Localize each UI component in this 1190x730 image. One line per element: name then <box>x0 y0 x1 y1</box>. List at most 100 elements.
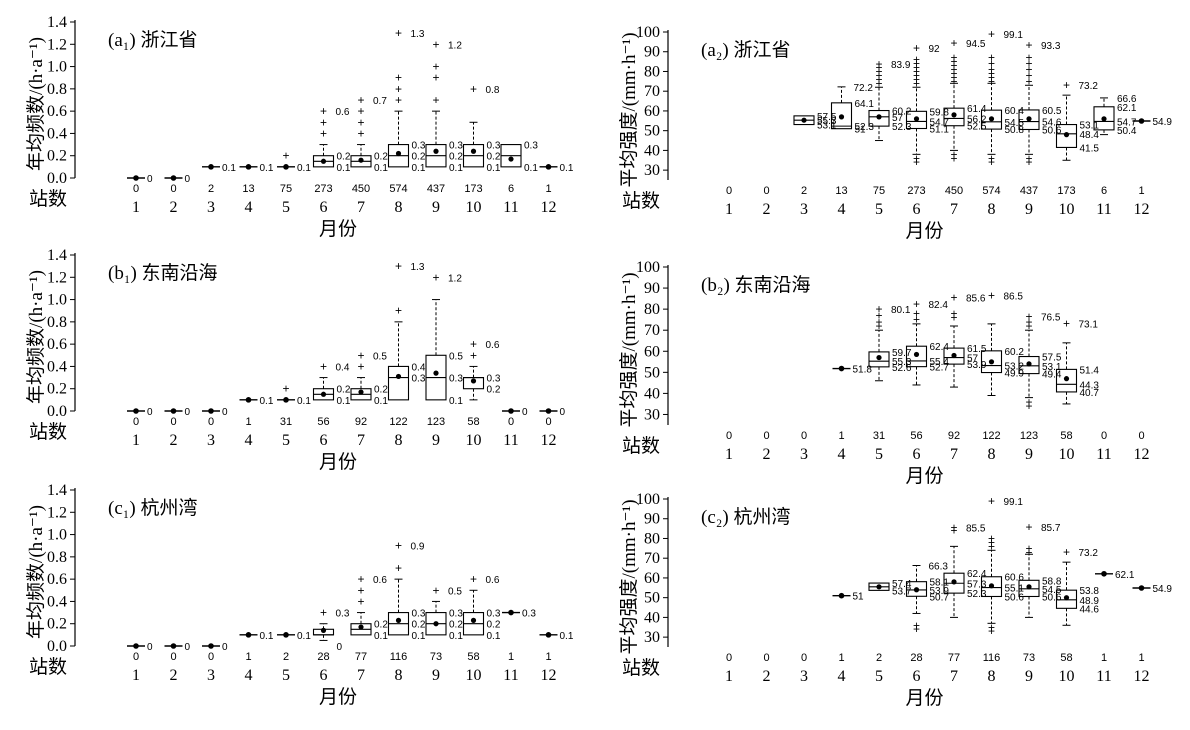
value-label: 50.6 <box>1005 592 1025 603</box>
max-value-label: 0.5 <box>373 351 387 362</box>
value-label: 53.2 <box>1005 362 1025 373</box>
value-label: 0.1 <box>337 163 351 174</box>
outlier-marker: + <box>913 68 920 82</box>
max-value-label: 0.9 <box>411 542 425 553</box>
x-tick-label: 7 <box>950 446 958 463</box>
station-count: 1 <box>838 652 844 664</box>
x-tick-label: 7 <box>357 199 365 216</box>
x-tick-label: 9 <box>432 199 440 216</box>
box-month-11: 66.662.1 54.750.4 <box>1093 94 1137 137</box>
mean-dot <box>951 112 957 118</box>
outlier-marker: + <box>988 51 995 65</box>
value-label: 0.2 <box>337 152 351 163</box>
station-count: 73 <box>1023 652 1035 664</box>
y-axis-title: 平均强度/(mm·h⁻¹) <box>618 272 640 427</box>
station-count: 75 <box>280 183 292 195</box>
x-tick-label: 4 <box>245 667 253 684</box>
value-label: 54.5 <box>1005 118 1025 129</box>
outlier-marker: + <box>988 70 995 84</box>
y-tick-label: 1.0 <box>47 292 67 309</box>
y-tick-label: 60 <box>644 570 660 587</box>
y-tick-label: 40 <box>644 142 660 159</box>
outlier-marker: + <box>395 561 402 575</box>
station-count: 1 <box>245 651 251 663</box>
box-month-5: +0.1 <box>277 149 311 174</box>
max-value-label: 0.6 <box>336 107 350 118</box>
station-count-label: 站数 <box>622 435 660 457</box>
outlier-marker: + <box>988 155 995 169</box>
value-label: 51.8 <box>853 365 873 376</box>
outlier-marker: + <box>988 66 995 80</box>
x-tick-label: 4 <box>838 201 846 218</box>
y-tick-label: 0.0 <box>47 170 67 187</box>
box-month-5: +0.1 <box>277 382 311 407</box>
mean-dot <box>470 148 477 154</box>
box-month-6: +0 0.3 <box>312 606 350 653</box>
max-value-label: 73.2 <box>1079 81 1099 92</box>
station-count-label: 站数 <box>29 188 67 210</box>
station-count: 56 <box>910 430 922 442</box>
station-count: 28 <box>317 651 329 663</box>
box-month-9: ++++++++60.554.650.693.3 <box>1018 38 1062 169</box>
mean-dot <box>988 116 995 122</box>
mean-dot <box>913 351 920 358</box>
station-count: 437 <box>1020 185 1038 197</box>
value-label: 0.2 <box>487 385 501 396</box>
outlier-marker: + <box>913 57 920 71</box>
outlier-marker: + <box>357 359 364 373</box>
outlier-marker: + <box>1025 315 1032 329</box>
y-tick-label: 100 <box>636 24 660 41</box>
max-value-label: 76.5 <box>1041 313 1061 324</box>
station-count: 1 <box>1138 652 1144 664</box>
mean-dot <box>838 365 845 372</box>
box-month-9: +++58.854.550.685.7 <box>1018 520 1062 618</box>
value-label: 0.1 <box>412 163 426 174</box>
mean-dot <box>508 156 514 162</box>
value-label: 0.1 <box>487 631 501 642</box>
y-tick-label: 100 <box>636 259 660 276</box>
mean-dot <box>395 617 402 623</box>
outlier-marker: + <box>988 57 995 71</box>
outlier-marker: + <box>988 624 995 638</box>
y-tick-label: 0.8 <box>47 81 67 98</box>
mean-dot <box>133 643 139 649</box>
outlier-marker: + <box>913 53 920 67</box>
outlier-marker: + <box>395 259 402 273</box>
outlier-marker: + <box>395 93 402 107</box>
value-label: 0.1 <box>412 631 426 642</box>
mean-dot <box>1101 570 1107 577</box>
value-label: 0.2 <box>449 620 463 631</box>
x-tick-label: 3 <box>800 668 808 685</box>
x-tick-label: 2 <box>763 446 771 463</box>
mean-dot <box>395 373 402 380</box>
value-label: 57.3 <box>967 579 987 590</box>
box-month-9: ++++0.30.20.11.2 <box>425 37 463 174</box>
value-label: 0.1 <box>337 396 351 407</box>
x-tick-label: 11 <box>503 432 518 449</box>
max-value-label: 86.5 <box>1004 291 1024 302</box>
value-label: 58.8 <box>1042 576 1062 587</box>
value-label: 0.1 <box>374 631 388 642</box>
value-label: 59.8 <box>930 107 950 118</box>
value-label: 0.3 <box>449 609 463 620</box>
value-label: 56.2 <box>967 114 987 125</box>
mean-dot <box>283 397 289 403</box>
station-count: 450 <box>945 185 963 197</box>
x-tick-label: 1 <box>725 446 733 463</box>
value-label: 60.6 <box>1005 573 1025 584</box>
value-label: 54.9 <box>1153 584 1173 595</box>
outlier-marker: + <box>320 359 327 373</box>
x-tick-label: 2 <box>763 201 771 218</box>
mean-dot <box>801 117 807 123</box>
value-label: 57.5 <box>817 112 837 123</box>
box-month-2: 0 <box>164 174 191 185</box>
x-tick-label: 8 <box>988 201 996 218</box>
value-label: 44.6 <box>1080 604 1100 615</box>
station-count: 450 <box>352 183 370 195</box>
station-count: 2 <box>283 651 289 663</box>
value-label: 51.4 <box>1080 365 1100 376</box>
mean-dot <box>358 389 364 395</box>
station-count: 273 <box>907 185 925 197</box>
mean-dot <box>208 408 214 414</box>
